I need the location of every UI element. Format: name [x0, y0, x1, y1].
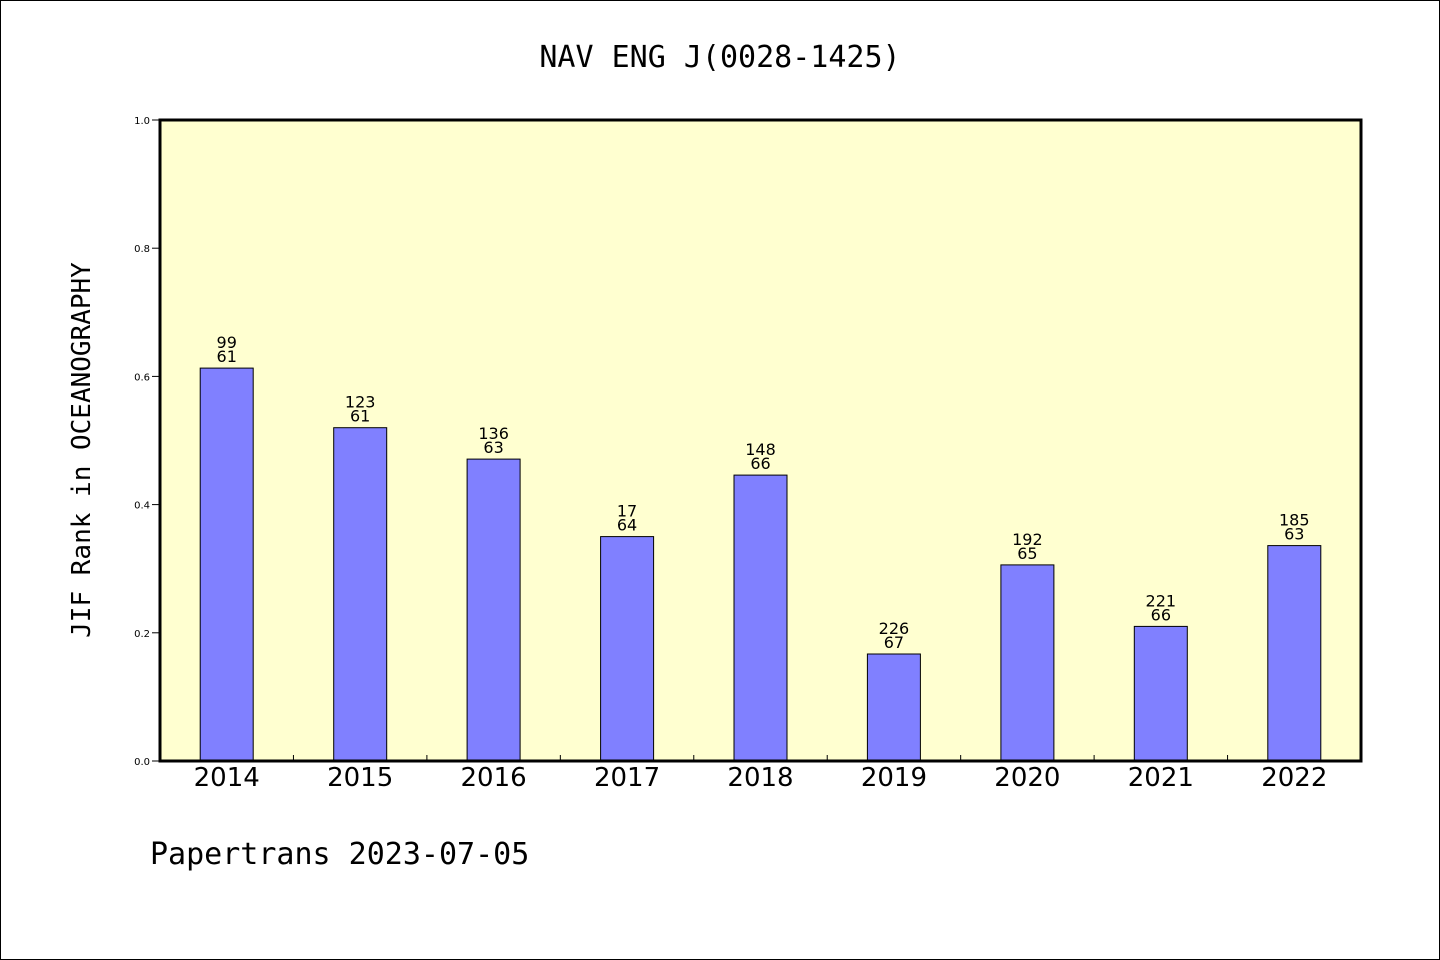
data-label-top-2018: 148 — [745, 440, 776, 459]
y-tick-label: 0.4 — [134, 501, 150, 512]
data-label-top-2021: 221 — [1146, 591, 1177, 610]
x-tick-label-2016: 2016 — [461, 763, 527, 793]
x-tick-label-2019: 2019 — [861, 763, 927, 793]
x-tick-label-2014: 2014 — [194, 763, 260, 793]
x-tick-label-2022: 2022 — [1261, 763, 1327, 793]
y-tick-label: 0.6 — [134, 372, 150, 383]
data-label-top-2017: 17 — [617, 502, 637, 521]
plot-border — [158, 118, 1363, 763]
data-label-top-2016: 136 — [478, 424, 509, 443]
data-label-top-2022: 185 — [1279, 511, 1310, 530]
y-tick-label: 0.0 — [134, 757, 150, 768]
bar-2019 — [866, 653, 921, 762]
data-label-bottom-2021: 66 — [1151, 605, 1171, 624]
data-label-top-2015: 123 — [345, 393, 376, 412]
y-tick-label: 1.0 — [134, 116, 150, 127]
bar-2021 — [1133, 625, 1188, 762]
data-label-bottom-2017: 64 — [617, 516, 637, 535]
data-label-top-2014: 99 — [217, 333, 237, 352]
data-label-bottom-2018: 66 — [750, 454, 770, 473]
data-label-bottom-2016: 63 — [483, 438, 503, 457]
footer-credit: Papertrans 2023-07-05 — [150, 837, 529, 872]
bars — [199, 367, 1322, 762]
data-label-bottom-2014: 61 — [217, 347, 237, 366]
data-labels: 9961123611366317641486622667192652216618… — [217, 333, 1310, 652]
data-label-bottom-2019: 67 — [884, 633, 904, 652]
bar-2018 — [733, 474, 788, 762]
bar-2020 — [1000, 564, 1055, 762]
data-label-top-2019: 226 — [879, 619, 910, 638]
bar-2022 — [1267, 545, 1322, 762]
data-label-bottom-2020: 65 — [1017, 544, 1037, 563]
chart-title: NAV ENG J(0028-1425) — [539, 40, 900, 75]
data-label-bottom-2022: 63 — [1284, 525, 1304, 544]
y-axis-ticks: 0.0 0.2 0.4 0.6 0.8 1.0 — [134, 116, 160, 768]
x-tick-label-2015: 2015 — [327, 763, 393, 793]
x-tick-label-2020: 2020 — [994, 763, 1060, 793]
bar-2017 — [600, 536, 655, 762]
bar-2014 — [199, 367, 254, 762]
x-tick-label-2021: 2021 — [1128, 763, 1194, 793]
y-axis-label: JIF Rank in OCEANOGRAPHY — [67, 262, 97, 638]
data-label-bottom-2015: 61 — [350, 407, 370, 426]
bar-2016 — [466, 458, 521, 762]
bar-2015 — [333, 427, 388, 762]
y-tick-label: 0.2 — [134, 629, 150, 640]
x-axis-ticks: 2014 2015 2016 2017 2018 2019 2020 2021 2022 — [194, 755, 1327, 793]
x-tick-label-2018: 2018 — [727, 763, 793, 793]
data-label-top-2020: 192 — [1012, 530, 1043, 549]
y-tick-label: 0.8 — [134, 244, 150, 255]
x-tick-label-2017: 2017 — [594, 763, 660, 793]
